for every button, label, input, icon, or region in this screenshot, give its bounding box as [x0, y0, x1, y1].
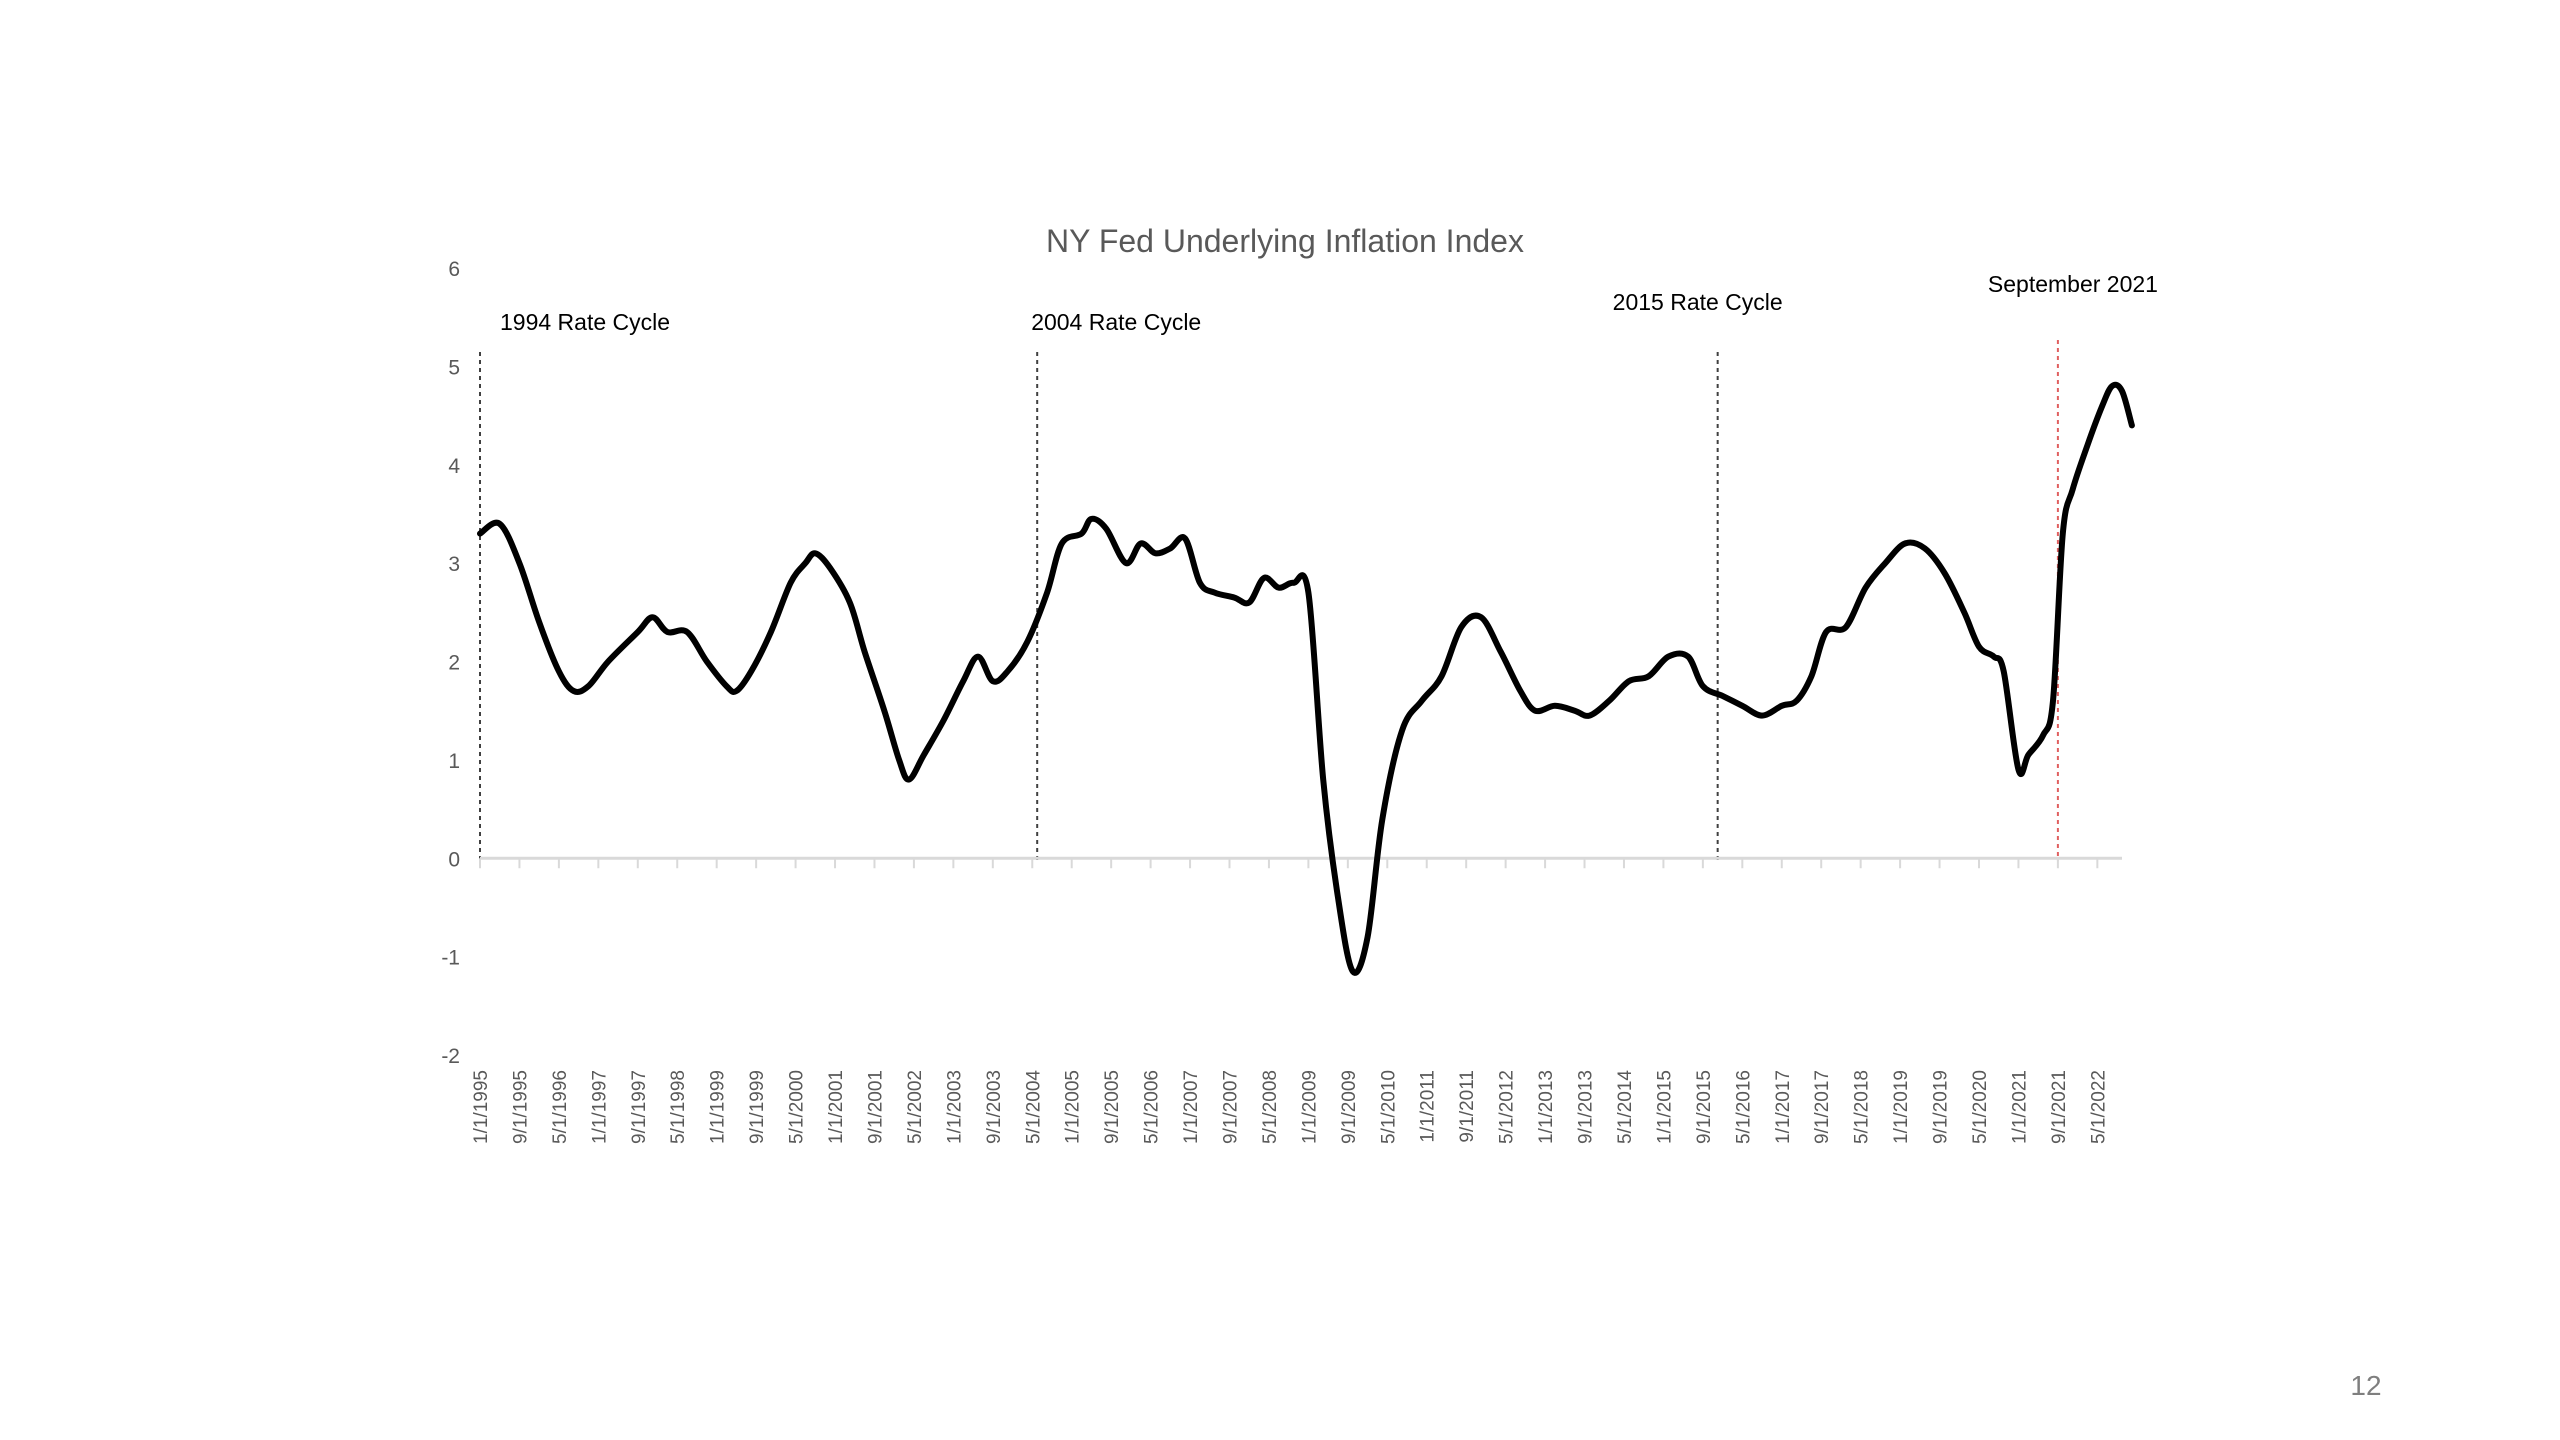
x-tick-label: 9/1/2005 — [1102, 1070, 1123, 1144]
x-tick-label: 1/1/2011 — [1418, 1070, 1439, 1143]
x-tick-label: 9/1/2019 — [1931, 1070, 1952, 1144]
x-tick-label: 9/1/2007 — [1221, 1070, 1242, 1144]
page-number: 12 — [2350, 1370, 2382, 1401]
x-axis: 1/1/1995 9/1/1995 5/1/1996 1/1/1997 9/1/1997… — [471, 856, 2122, 1144]
cycle-label: September 2021 — [1988, 271, 2158, 297]
y-tick-label: 6 — [448, 258, 460, 281]
cycle-label: 2004 Rate Cycle — [1031, 309, 1201, 335]
y-tick-label: -2 — [441, 1045, 460, 1068]
y-axis: 6 5 4 3 2 1 0 -1 -2 — [441, 258, 460, 1068]
rate-cycle-markers: 1994 Rate Cycle 2004 Rate Cycle 2015 Rate … — [479, 271, 2158, 861]
y-tick-label: 3 — [448, 553, 460, 576]
x-tick-label: 5/1/2000 — [787, 1070, 808, 1144]
x-tick-label: 1/1/2001 — [826, 1070, 847, 1144]
x-tick-label: 5/1/2020 — [1970, 1070, 1991, 1144]
x-tick-label: 5/1/2012 — [1497, 1070, 1518, 1144]
x-tick-label: 5/1/2018 — [1852, 1070, 1873, 1144]
x-tick-label: 9/1/2015 — [1694, 1070, 1715, 1144]
x-tick-label: 9/1/2003 — [984, 1070, 1005, 1144]
x-tick-label: 1/1/2021 — [2009, 1070, 2030, 1144]
x-tick-label: 1/1/2003 — [944, 1070, 965, 1144]
x-tick-label: 9/1/2011 — [1457, 1070, 1478, 1143]
y-tick-label: 1 — [448, 750, 460, 773]
x-tick-label: 1/1/2005 — [1063, 1070, 1084, 1144]
x-tick-label: 9/1/1997 — [629, 1070, 650, 1144]
x-tick-label: 5/1/2010 — [1378, 1070, 1399, 1144]
x-tick-label: 9/1/2009 — [1339, 1070, 1360, 1144]
x-tick-label: 9/1/1999 — [747, 1070, 768, 1144]
cycle-label: 2015 Rate Cycle — [1613, 289, 1783, 315]
x-tick-label: 5/1/1996 — [550, 1070, 571, 1144]
cycle-label: 1994 Rate Cycle — [500, 309, 670, 335]
x-tick-label: 1/1/1995 — [471, 1070, 492, 1144]
x-tick-label: 5/1/2002 — [905, 1070, 926, 1144]
y-tick-label: 2 — [448, 652, 460, 675]
chart-title: NY Fed Underlying Inflation Index — [1046, 223, 1524, 259]
x-tick-label: 1/1/2007 — [1181, 1070, 1202, 1144]
y-tick-label: 4 — [448, 455, 460, 478]
y-tick-label: 0 — [448, 848, 460, 871]
x-tick-label: 1/1/2015 — [1654, 1070, 1675, 1144]
y-tick-label: -1 — [441, 947, 460, 970]
x-tick-label: 5/1/1998 — [668, 1070, 689, 1144]
y-tick-label: 5 — [448, 356, 460, 379]
x-tick-label: 1/1/1999 — [708, 1070, 729, 1144]
x-tick-label: 9/1/2001 — [865, 1070, 886, 1144]
x-tick-label: 5/1/2016 — [1733, 1070, 1754, 1144]
x-tick-label: 5/1/2014 — [1615, 1070, 1636, 1144]
x-tick-label: 1/1/1997 — [589, 1070, 610, 1144]
x-tick-label: 1/1/2013 — [1536, 1070, 1557, 1144]
x-tick-label: 5/1/2008 — [1260, 1070, 1281, 1144]
x-tick-label: 1/1/2017 — [1773, 1070, 1794, 1144]
x-tick-label: 1/1/2019 — [1891, 1070, 1912, 1144]
x-tick-label: 5/1/2006 — [1142, 1070, 1163, 1144]
x-tick-label: 9/1/2021 — [2049, 1070, 2070, 1144]
x-tick-label: 5/1/2004 — [1023, 1070, 1044, 1144]
x-tick-label: 9/1/2017 — [1812, 1070, 1833, 1144]
x-tick-label: 9/1/2013 — [1576, 1070, 1597, 1144]
x-tick-label: 9/1/1995 — [510, 1070, 531, 1144]
x-tick-label: 1/1/2009 — [1299, 1070, 1320, 1144]
series-line — [477, 381, 2135, 976]
x-tick-label: 5/1/2022 — [2088, 1070, 2109, 1144]
